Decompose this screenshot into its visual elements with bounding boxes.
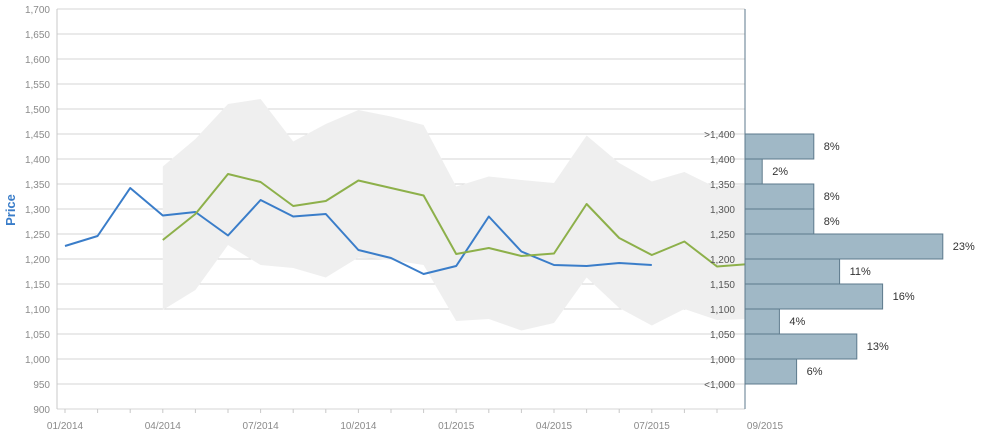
histogram-bin-label: 1,100	[710, 305, 735, 316]
y-tick-label: 1,350	[25, 180, 50, 191]
histogram-bar	[744, 133, 815, 160]
histogram-percent-label: 16%	[893, 291, 915, 303]
y-axis-title: Price	[3, 194, 18, 226]
histogram-bin-label: 1,250	[710, 230, 735, 241]
x-tick-label: 04/2014	[145, 421, 182, 432]
histogram-bar	[744, 358, 798, 385]
histogram-bar	[744, 308, 780, 335]
histogram-bar	[744, 183, 815, 210]
histogram-percent-label: 2%	[772, 166, 788, 178]
x-tick-label: 09/2015	[747, 421, 784, 432]
y-tick-label: 900	[33, 405, 50, 416]
y-tick-label: 1,450	[25, 130, 50, 141]
histogram-bin-label: 1,350	[710, 180, 735, 191]
axes: 900 950 1,000 1,050 1,100 1,150 1,200 1,250 1,30…	[25, 5, 784, 432]
x-tick-label: 04/2015	[536, 421, 573, 432]
histogram-bin-label: 1,200	[710, 255, 735, 266]
forecast-band-area	[162, 99, 750, 331]
y-tick-label: 1,400	[25, 155, 50, 166]
y-tick-label: 1,500	[25, 105, 50, 116]
y-tick-label: 1,700	[25, 5, 50, 16]
y-tick-label: 1,300	[25, 205, 50, 216]
y-tick-label: 950	[33, 380, 50, 391]
histogram-bin-label: 1,050	[710, 330, 735, 341]
actual-price-line	[64, 187, 652, 275]
y-tick-label: 1,000	[25, 355, 50, 366]
histogram-bin-label: <1,000	[704, 380, 735, 391]
histogram-percent-label: 8%	[824, 141, 840, 153]
x-tick-label: 07/2014	[243, 421, 280, 432]
histogram-bar	[744, 158, 763, 185]
histogram-percent-label: 8%	[824, 216, 840, 228]
y-tick-label: 1,650	[25, 30, 50, 41]
histogram-bar	[744, 283, 884, 310]
histogram-percent-label: 13%	[867, 341, 889, 353]
price-lines	[64, 173, 750, 275]
y-tick-label: 1,600	[25, 55, 50, 66]
histogram-percent-label: 8%	[824, 191, 840, 203]
histogram-bar	[744, 333, 858, 360]
histogram-bar	[744, 258, 841, 285]
y-tick-label: 1,050	[25, 330, 50, 341]
y-tick-label: 1,100	[25, 305, 50, 316]
histogram-bin-label: 1,000	[710, 355, 735, 366]
histogram-percent-label: 11%	[850, 266, 871, 278]
x-tick-label: 01/2015	[438, 421, 475, 432]
histogram-bin-label: >1,400	[704, 130, 735, 141]
y-tick-label: 1,250	[25, 230, 50, 241]
histogram-bar	[744, 208, 815, 235]
forecast-range-band	[162, 99, 750, 331]
y-tick-label: 1,550	[25, 80, 50, 91]
histogram-bin-label: 1,150	[710, 280, 735, 291]
x-tick-label: 07/2015	[634, 421, 671, 432]
histogram-bin-label: 1,400	[710, 155, 735, 166]
histogram-bar	[744, 233, 944, 260]
histogram-bin-label: 1,300	[710, 205, 735, 216]
y-tick-label: 1,200	[25, 255, 50, 266]
forecast-price-line	[162, 173, 750, 268]
y-tick-label: 1,150	[25, 280, 50, 291]
x-tick-label: 01/2014	[47, 421, 84, 432]
histogram-percent-label: 6%	[807, 366, 823, 378]
x-tick-label: 10/2014	[340, 421, 377, 432]
histogram-percent-label: 4%	[789, 316, 805, 328]
price-distribution-histogram: >1,400 1,400 1,350 1,300 1,250 1,200 1,150 1,10…	[704, 130, 975, 391]
histogram-percent-label: 23%	[953, 241, 975, 253]
